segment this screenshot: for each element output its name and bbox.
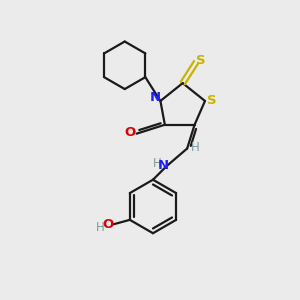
Text: H: H [191, 141, 200, 154]
Text: O: O [102, 218, 113, 231]
Text: S: S [196, 54, 205, 67]
Text: N: N [158, 159, 169, 172]
Text: N: N [149, 91, 161, 104]
Text: H: H [152, 158, 161, 170]
Text: O: O [124, 126, 136, 139]
Text: S: S [207, 94, 216, 107]
Text: H: H [96, 221, 104, 234]
